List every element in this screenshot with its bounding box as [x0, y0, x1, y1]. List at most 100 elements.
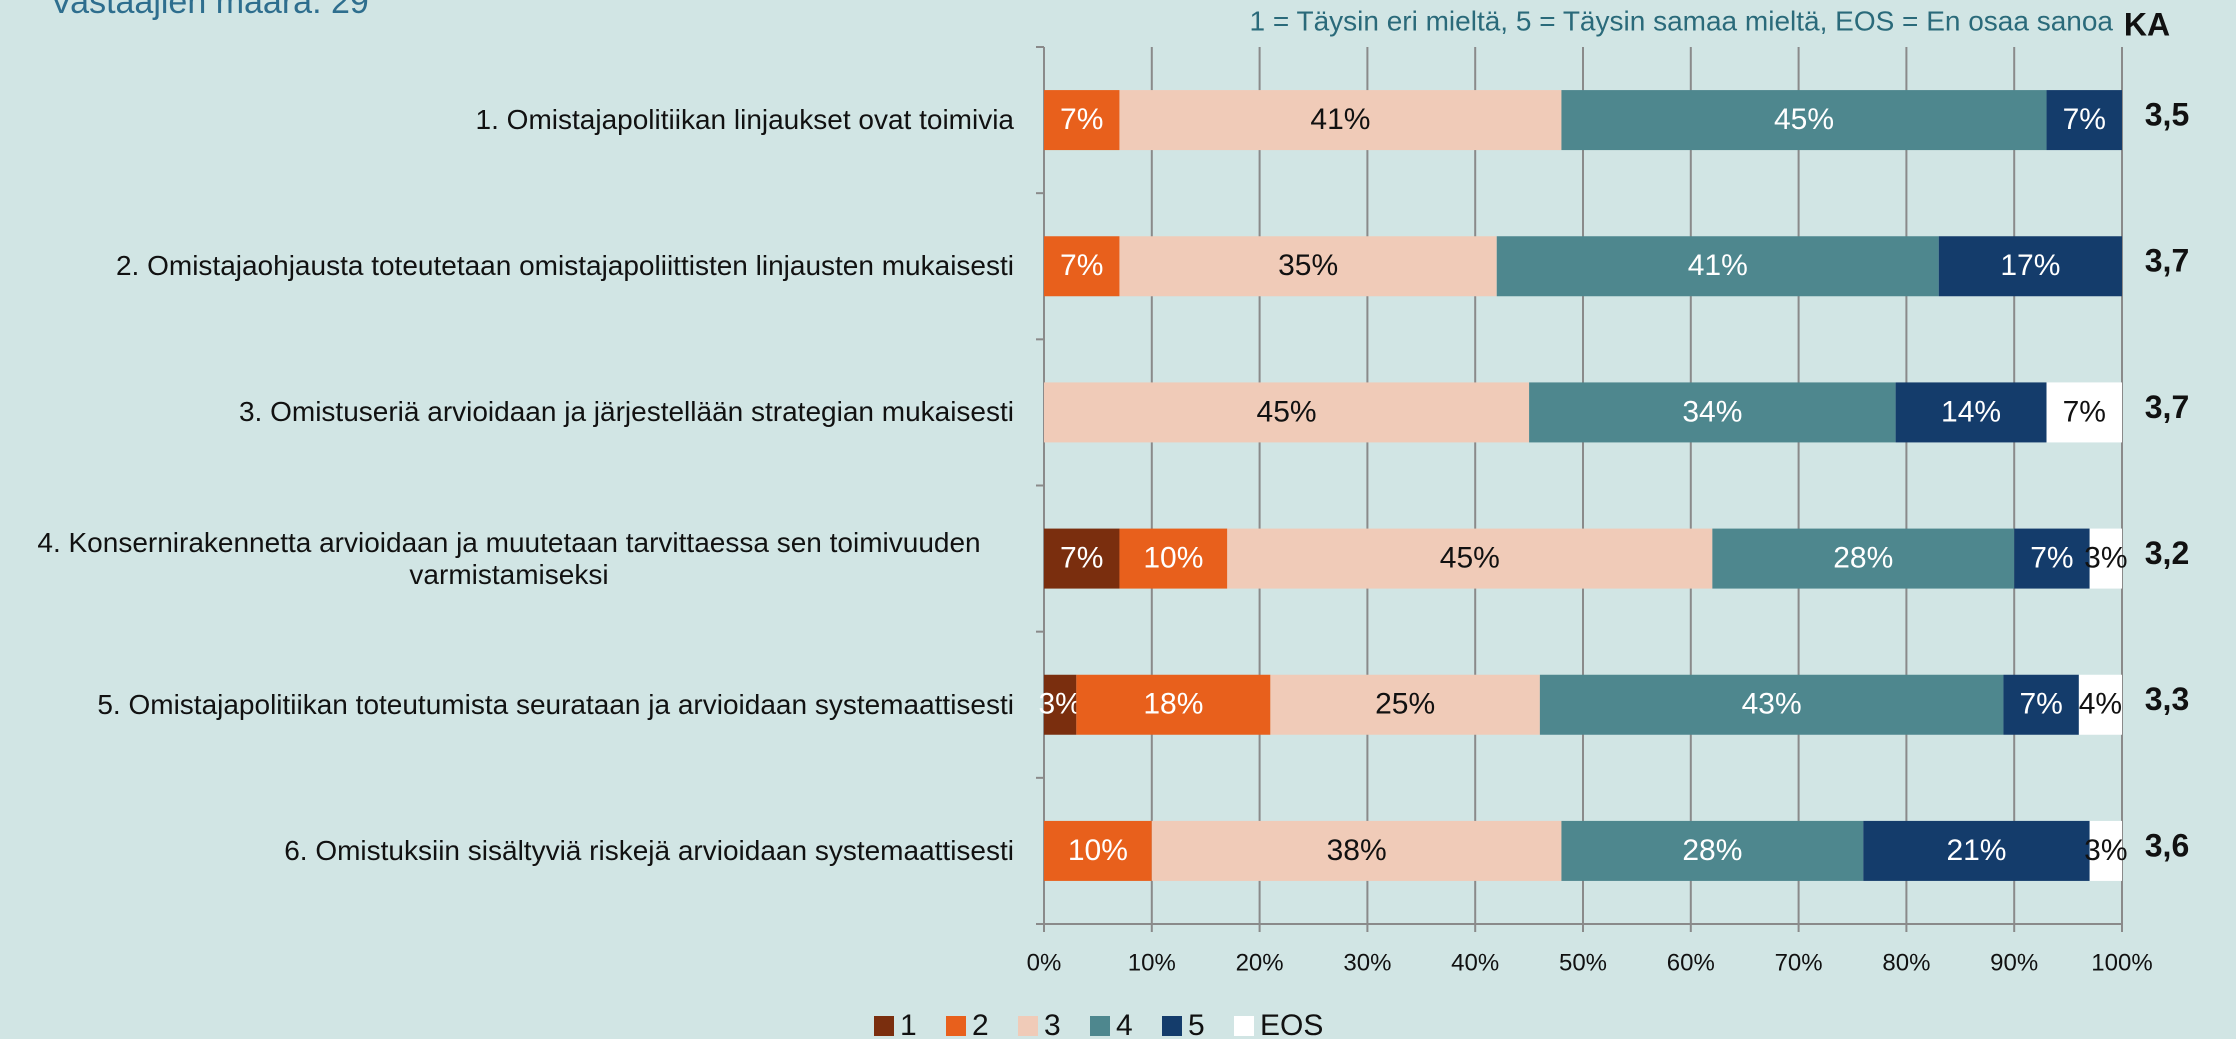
bar-segment — [1496, 236, 1939, 297]
bar-segment — [1151, 820, 1562, 881]
data-label: 21% — [1946, 834, 2006, 867]
data-label: 10% — [1068, 834, 1128, 867]
chart-subtitle: 1 = Täysin eri mieltä, 5 = Täysin samaa … — [1249, 5, 2113, 36]
bar-segment — [1044, 236, 1120, 297]
legend-swatch — [1234, 1016, 1254, 1036]
data-label: 28% — [1682, 834, 1742, 867]
legend-swatch — [874, 1016, 894, 1036]
legend-swatch — [1018, 1016, 1038, 1036]
data-label: 43% — [1742, 688, 1802, 721]
data-label: 45% — [1774, 103, 1834, 136]
data-label: 34% — [1682, 395, 1742, 428]
data-label: 7% — [2063, 395, 2106, 428]
x-tick-label: 50% — [1559, 949, 1607, 976]
x-tick-label: 100% — [2091, 949, 2152, 976]
category-label: 2. Omistajaohjausta toteutetaan omistaja… — [4, 250, 1014, 282]
bar-segment — [1712, 528, 2015, 589]
bar-segment — [1539, 674, 2004, 735]
category-text: 2. Omistajaohjausta toteutetaan omistaja… — [115, 250, 1014, 282]
category-label: 6. Omistuksiin sisältyviä riskejä arvioi… — [4, 835, 1014, 867]
data-label: 45% — [1440, 542, 1500, 575]
bar-segment — [1119, 236, 1497, 297]
bar-segment — [1561, 820, 1864, 881]
bar-segment — [2046, 90, 2122, 151]
ka-value: 3,7 — [2145, 389, 2189, 425]
bar-segment — [1044, 820, 1152, 881]
bar-segment — [1076, 674, 1271, 735]
legend-label: 5 — [1188, 1009, 1205, 1039]
x-tick-label: 30% — [1343, 949, 1391, 976]
category-label: 1. Omistajapolitiikan linjaukset ovat to… — [4, 104, 1014, 136]
x-tick-label: 40% — [1451, 949, 1499, 976]
data-label: 4% — [2079, 688, 2122, 721]
data-label: 18% — [1143, 688, 1203, 721]
data-label: 7% — [1060, 249, 1103, 282]
bar-segment — [1529, 382, 1896, 443]
category-text: 4. Konsernirakennetta arvioidaan ja muut… — [37, 526, 981, 590]
x-tick-label: 90% — [1990, 949, 2038, 976]
category-label: 3. Omistuseriä arvioidaan ja järjestellä… — [4, 396, 1014, 428]
legend-label: 2 — [972, 1009, 989, 1039]
legend-swatch — [1090, 1016, 1110, 1036]
data-label: 7% — [1060, 103, 1103, 136]
bar-segment — [1044, 382, 1530, 443]
x-tick-label: 10% — [1128, 949, 1176, 976]
bar-segment — [2014, 528, 2090, 589]
x-tick-label: 20% — [1236, 949, 1284, 976]
ka-value: 3,6 — [2145, 827, 2189, 863]
data-label: 41% — [1310, 103, 1370, 136]
data-label: 28% — [1833, 542, 1893, 575]
legend-label: 3 — [1044, 1009, 1061, 1039]
bar-segment — [1044, 528, 1120, 589]
legend-label: EOS — [1260, 1009, 1323, 1039]
bar-segment — [2046, 382, 2122, 443]
data-label: 3% — [2084, 834, 2127, 867]
data-label: 7% — [2030, 542, 2073, 575]
data-label: 10% — [1143, 542, 1203, 575]
bar-segment — [1119, 90, 1562, 151]
bar-segment — [1863, 820, 2090, 881]
legend-swatch — [946, 1016, 966, 1036]
category-label: 4. Konsernirakennetta arvioidaan ja muut… — [4, 527, 1014, 591]
data-label: 17% — [2000, 249, 2060, 282]
bar-segment — [2003, 674, 2079, 735]
category-text: 3. Omistuseriä arvioidaan ja järjestellä… — [238, 396, 1014, 428]
data-label: 25% — [1375, 688, 1435, 721]
bar-segment — [1227, 528, 1713, 589]
data-label: 35% — [1278, 249, 1338, 282]
bar-segment — [2089, 820, 2122, 881]
x-tick-label: 70% — [1775, 949, 1823, 976]
x-tick-label: 0% — [1027, 949, 1062, 976]
data-label: 3% — [2084, 542, 2127, 575]
category-label: 5. Omistajapolitiikan toteutumista seura… — [4, 689, 1014, 721]
ka-value: 3,7 — [2145, 243, 2189, 279]
x-tick-label: 60% — [1667, 949, 1715, 976]
ka-value: 3,3 — [2145, 681, 2189, 717]
ka-value: 3,2 — [2145, 535, 2189, 571]
data-label: 38% — [1327, 834, 1387, 867]
chart-title: Vastaajien määrä: 29 — [50, 0, 369, 21]
bar-segment — [1895, 382, 2047, 443]
data-label: 41% — [1688, 249, 1748, 282]
bar-segment — [2078, 674, 2122, 735]
bar-segment — [2089, 528, 2122, 589]
data-label: 3% — [1038, 688, 1081, 721]
legend-swatch — [1162, 1016, 1182, 1036]
legend-label: 1 — [900, 1009, 917, 1039]
data-label: 7% — [2063, 103, 2106, 136]
bar-segment — [1044, 674, 1077, 735]
x-tick-label: 80% — [1882, 949, 1930, 976]
legend-label: 4 — [1116, 1009, 1133, 1039]
category-text: 6. Omistuksiin sisältyviä riskejä arvioi… — [284, 834, 1014, 866]
bar-segment — [1119, 528, 1228, 589]
bar-segment — [1044, 90, 1120, 151]
data-label: 7% — [1060, 542, 1103, 575]
bar-segment — [1270, 674, 1540, 735]
ka-header: KA — [2124, 6, 2170, 42]
category-text: 5. Omistajapolitiikan toteutumista seura… — [97, 688, 1014, 720]
data-label: 14% — [1941, 395, 2001, 428]
data-label: 45% — [1257, 395, 1317, 428]
data-label: 7% — [2019, 688, 2062, 721]
